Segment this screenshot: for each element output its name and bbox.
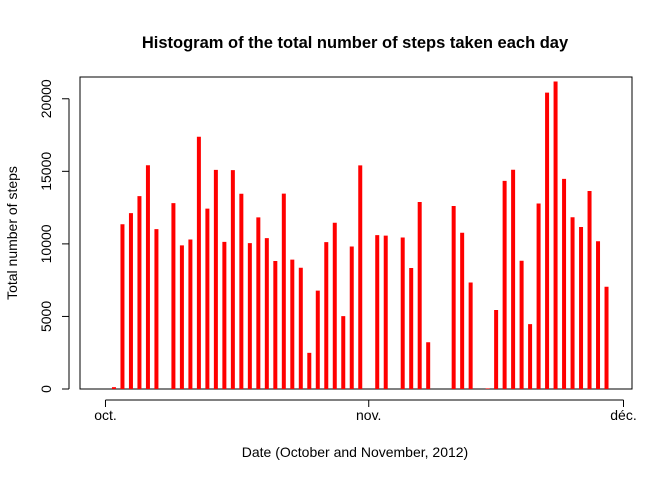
y-tick-label: 20000	[38, 79, 54, 118]
x-tick-label: nov.	[356, 407, 381, 423]
y-tick-label: 10000	[38, 224, 54, 263]
y-tick-label: 5000	[38, 301, 54, 332]
x-tick-label: déc.	[610, 407, 636, 423]
x-axis: oct. nov. déc.	[94, 399, 637, 423]
y-axis-label: Total number of steps	[4, 166, 20, 300]
chart-title: Histogram of the total number of steps t…	[142, 34, 569, 52]
y-axis: 0 5000 10000 15000 20000	[38, 79, 70, 393]
y-tick-label: 0	[38, 385, 54, 393]
x-axis-label: Date (October and November, 2012)	[242, 444, 468, 460]
y-tick-label: 15000	[38, 152, 54, 191]
x-tick-label: oct.	[94, 407, 117, 423]
plot-frame	[79, 76, 633, 390]
bars	[111, 81, 609, 389]
